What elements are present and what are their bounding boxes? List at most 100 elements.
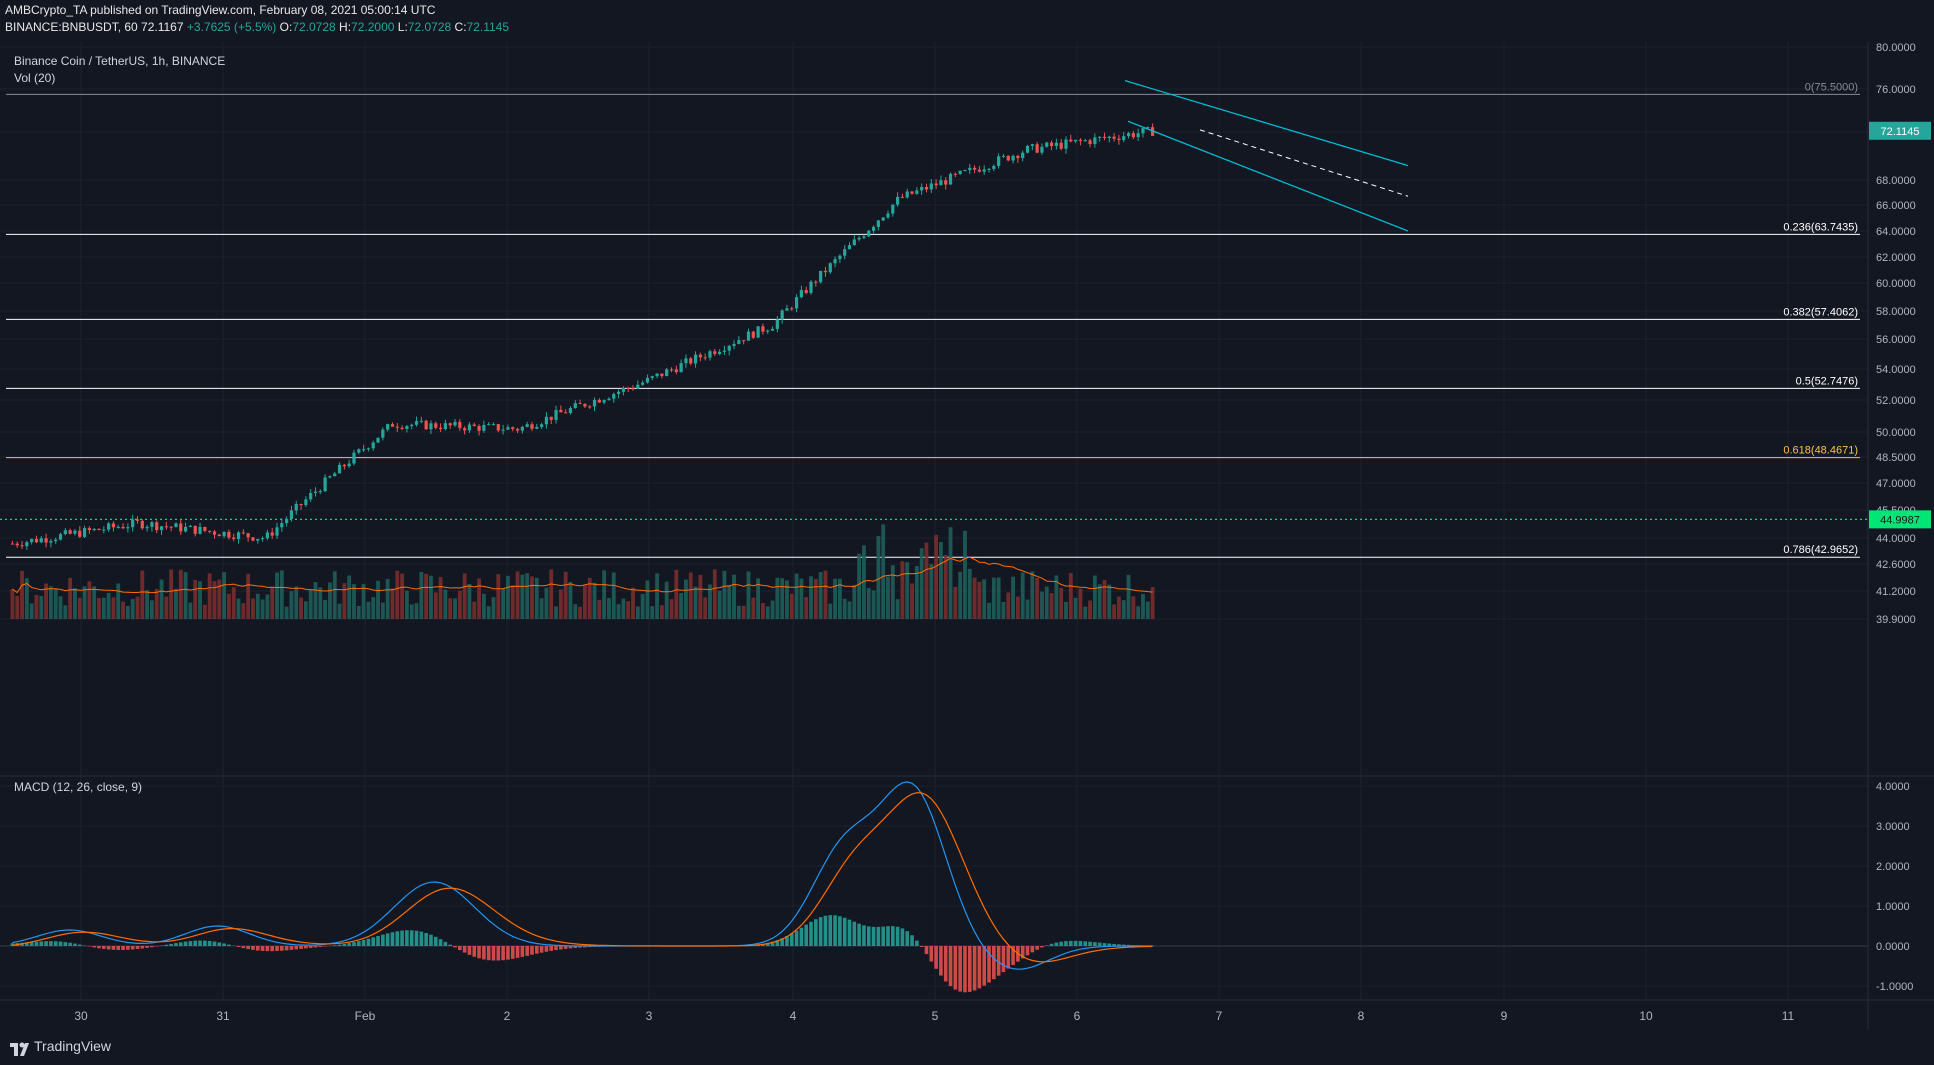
volume-bar [87, 581, 92, 619]
volume-bar [1006, 592, 1011, 619]
price-chart[interactable]: 0(75.5000) 0.236(63.7435) 0.382(57.4062) 0.… [0, 42, 1934, 1030]
macd-histogram-bar [958, 946, 962, 992]
macd-histogram-bar [924, 946, 929, 955]
volume-bar [241, 603, 246, 619]
macd-tick: 4.0000 [1876, 781, 1910, 793]
candle-body [804, 290, 808, 293]
volume-bar [539, 598, 544, 619]
time-tick: Feb [355, 1009, 376, 1023]
price-tick: 48.5000 [1876, 452, 1916, 464]
macd-histogram-bar [270, 946, 275, 952]
macd-histogram-bar [174, 943, 178, 946]
macd-histogram-bar [424, 932, 428, 946]
macd-histogram-bar [198, 940, 202, 946]
grid [0, 42, 1868, 1000]
price-tick: 76.0000 [1876, 84, 1916, 96]
volume-bar [404, 590, 409, 619]
candle-body [761, 326, 765, 332]
candle-body [756, 326, 760, 338]
candle-body [54, 539, 58, 542]
volume-bar [140, 570, 145, 619]
macd-line [12, 781, 1153, 970]
symbol[interactable]: BINANCE:BNBUSDT, 60 [5, 20, 138, 34]
candle-body [400, 427, 404, 429]
fib-label: 0.618(48.4671) [1783, 445, 1858, 457]
candle-body [809, 281, 813, 293]
candle-body [597, 399, 601, 403]
volume-bar [722, 570, 727, 619]
candle-body [381, 429, 385, 438]
macd-histogram-bar [381, 934, 385, 946]
candle-body [607, 398, 611, 401]
volume-bar [265, 594, 270, 619]
macd-histogram-bar [438, 939, 443, 946]
volume-bar [125, 605, 130, 619]
candle-body [208, 530, 212, 532]
fib-label: 0.382(57.4062) [1783, 306, 1858, 318]
volume-bar [525, 573, 530, 619]
fib-label: 0.236(63.7435) [1783, 221, 1858, 233]
volume-bar [1097, 584, 1102, 619]
candle-body [506, 427, 510, 430]
volume-bar [356, 605, 361, 619]
candle-body [775, 319, 779, 329]
macd-histogram-bar [1044, 945, 1049, 946]
candle-body [10, 543, 15, 545]
macd-histogram-bar [34, 941, 39, 946]
macd-histogram-bar [361, 939, 366, 946]
candle-body [270, 532, 274, 536]
candle-body [419, 420, 423, 422]
macd-histogram-bar [948, 946, 953, 987]
volume-bar [1078, 588, 1083, 619]
macd-histogram-bar [414, 930, 419, 946]
macd-histogram-bar [135, 946, 140, 950]
candles[interactable] [10, 123, 1155, 550]
macd-histogram-bar [967, 946, 972, 992]
candle-body [794, 297, 799, 309]
macd-histogram-bar [126, 946, 130, 950]
volume-bar [63, 605, 68, 619]
price-tick: 60.0000 [1876, 278, 1916, 290]
volume-bar [24, 578, 29, 619]
candle-body [1078, 139, 1083, 141]
macd-histogram-bar [53, 941, 58, 946]
macd-histogram-bar [559, 946, 563, 950]
macd-histogram-bar [169, 943, 173, 946]
macd-histogram-bar [866, 926, 871, 946]
macd-histogram-bar [1049, 943, 1054, 946]
macd-histogram-bar [294, 946, 299, 950]
candle-body [73, 530, 77, 534]
candle-body [20, 545, 24, 547]
candle-body [1001, 155, 1006, 157]
volume-bar [727, 584, 732, 619]
candle-body [246, 533, 250, 538]
fib-retracement[interactable]: 0(75.5000) 0.236(63.7435) 0.382(57.4062) 0.… [0, 81, 1868, 558]
volume-bar [299, 597, 303, 619]
candle-body [256, 538, 260, 541]
volume-bar [130, 598, 135, 619]
volume-bar [491, 597, 496, 619]
volume-bar [1025, 599, 1030, 619]
fib-label: 0.786(42.9652) [1783, 544, 1858, 556]
candle-body [337, 464, 342, 474]
macd-histogram-bar [429, 934, 433, 946]
macd-histogram-bar [453, 946, 457, 948]
macd-histogram-bar [862, 925, 866, 946]
macd-histogram-bar [520, 946, 525, 957]
candle-body [1122, 136, 1126, 141]
macd-histogram-bar [1069, 940, 1073, 946]
volume-bar [92, 586, 97, 619]
macd-histogram-bar [203, 940, 207, 946]
volume-bar [828, 603, 833, 619]
volume-bar [534, 577, 539, 619]
volume-bar [1145, 601, 1150, 619]
macd-histogram-bar [284, 946, 289, 951]
price-tick: 62.0000 [1876, 252, 1916, 264]
candle-body [434, 423, 438, 428]
volume-bar [809, 576, 813, 619]
macd-histogram-bar [217, 942, 222, 946]
volume-bar [145, 590, 150, 619]
descending-channel[interactable] [1124, 79, 1409, 232]
macd-histogram-bar [1083, 941, 1088, 946]
macd-histogram-bar [1073, 940, 1078, 946]
